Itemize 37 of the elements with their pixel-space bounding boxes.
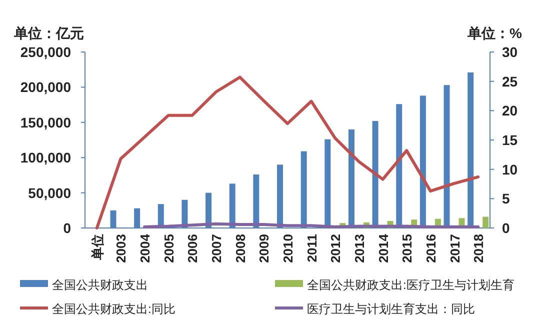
x-tick-label: 2018 [471,234,486,263]
y2-tick-label: 25 [502,73,518,90]
y-tick-label: 50,000 [28,184,72,201]
y2-tick-label: 10 [502,161,518,178]
legend-label: 全国公共财政支出:同比 [52,302,176,316]
x-tick-label: 单位 [90,234,105,261]
y2-tick-label: 30 [502,44,518,60]
x-tick-label: 2010 [280,234,296,263]
y-tick-label: 250,000 [20,44,72,60]
legend-label: 全国公共财政支出 [52,278,148,292]
x-tick-label: 2011 [304,234,320,262]
y2-tick-label: 0 [502,220,510,236]
x-tick-label: 2006 [185,234,200,263]
y2-tick-label: 15 [502,132,518,148]
x-tick-label: 2005 [161,234,176,263]
y2-tick-label: 20 [502,102,518,119]
x-tick-label: 2012 [328,234,344,263]
x-tick-label: 2007 [209,234,224,263]
x-tick-label: 2017 [447,234,462,263]
x-tick-label: 2014 [376,233,391,263]
x-tick-label: 2015 [400,234,415,263]
x-tick-label: 2004 [138,233,153,263]
x-tick-label: 2003 [114,234,129,263]
y-tick-label: 200,000 [20,79,72,96]
bar [482,216,489,228]
x-tick-label: 2008 [232,234,248,263]
y2-tick-label: 5 [502,190,510,207]
y-axis-title: 单位：亿元 [13,25,84,41]
y-tick-label: 100,000 [20,150,72,166]
x-tick-label: 2013 [352,234,367,263]
y-tick-label: 150,000 [20,114,72,130]
legend-label: 医疗卫生与计划生育支出：同比 [307,302,475,316]
y-tick-label: 0 [63,220,72,236]
y2-axis-title: 单位：% [466,25,523,41]
x-tick-label: 2009 [256,234,272,263]
legend-label: 全国公共财政支出:医疗卫生与计划生育 [307,278,514,292]
x-tick-label: 2016 [423,234,438,263]
